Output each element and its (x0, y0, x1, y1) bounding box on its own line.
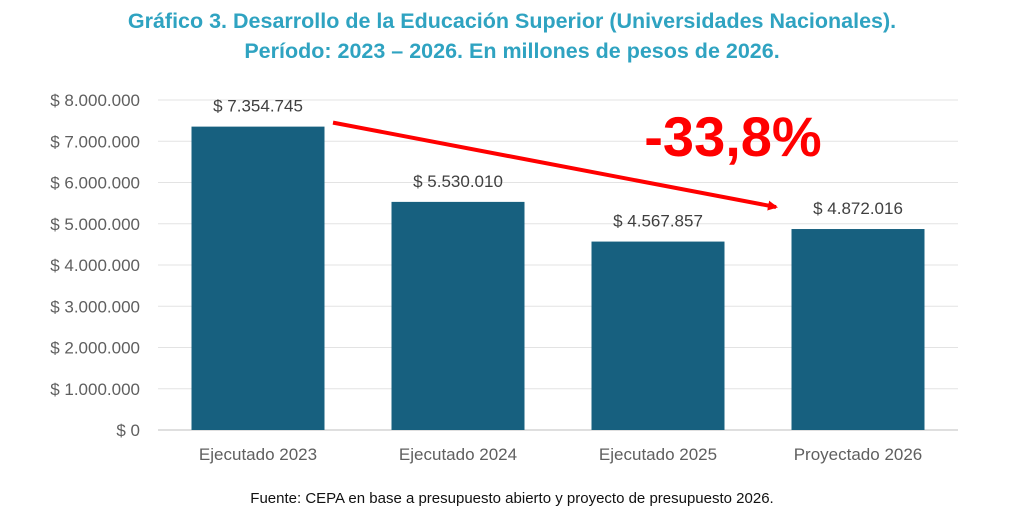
bar (191, 126, 325, 431)
x-tick-label: Ejecutado 2023 (199, 445, 317, 464)
y-tick-label: $ 8.000.000 (50, 91, 140, 110)
y-tick-label: $ 6.000.000 (50, 174, 140, 193)
y-tick-label: $ 2.000.000 (50, 339, 140, 358)
data-label: $ 4.872.016 (813, 199, 903, 218)
bar (591, 241, 725, 430)
data-label: $ 4.567.857 (613, 212, 703, 231)
chart-title-line2: Período: 2023 – 2026. En millones de pes… (244, 39, 780, 63)
y-tick-label: $ 7.000.000 (50, 132, 140, 151)
y-tick-label: $ 1.000.000 (50, 380, 140, 399)
y-tick-label: $ 5.000.000 (50, 215, 140, 234)
y-tick-label: $ 4.000.000 (50, 256, 140, 275)
bars (191, 126, 925, 431)
bar (391, 201, 525, 430)
x-tick-label: Proyectado 2026 (794, 445, 923, 464)
x-tick-label: Ejecutado 2025 (599, 445, 717, 464)
bar (791, 229, 925, 430)
source-note: Fuente: CEPA en base a presupuesto abier… (250, 490, 774, 507)
chart-title-line1: Gráfico 3. Desarrollo de la Educación Su… (127, 9, 897, 33)
data-labels: $ 7.354.745 $ 5.530.010 $ 4.567.857 $ 4.872… (213, 97, 903, 231)
y-tick-label: $ 3.000.000 (50, 297, 140, 316)
annotation: -33,8% (332, 105, 822, 211)
x-tick-label: Ejecutado 2024 (399, 445, 517, 464)
y-tick-label: $ 0 (116, 421, 140, 440)
data-label: $ 7.354.745 (213, 97, 303, 116)
x-axis: Ejecutado 2023 Ejecutado 2024 Ejecutado 20… (199, 445, 922, 464)
change-annotation: -33,8% (644, 105, 821, 168)
chart-title: Gráfico 3. Desarrollo de la Educación Su… (0, 6, 1024, 66)
data-label: $ 5.530.010 (413, 172, 503, 191)
y-axis: $ 0 $ 1.000.000 $ 2.000.000 $ 3.000.000 $ 4.… (50, 91, 140, 440)
trend-arrow (332, 120, 778, 211)
